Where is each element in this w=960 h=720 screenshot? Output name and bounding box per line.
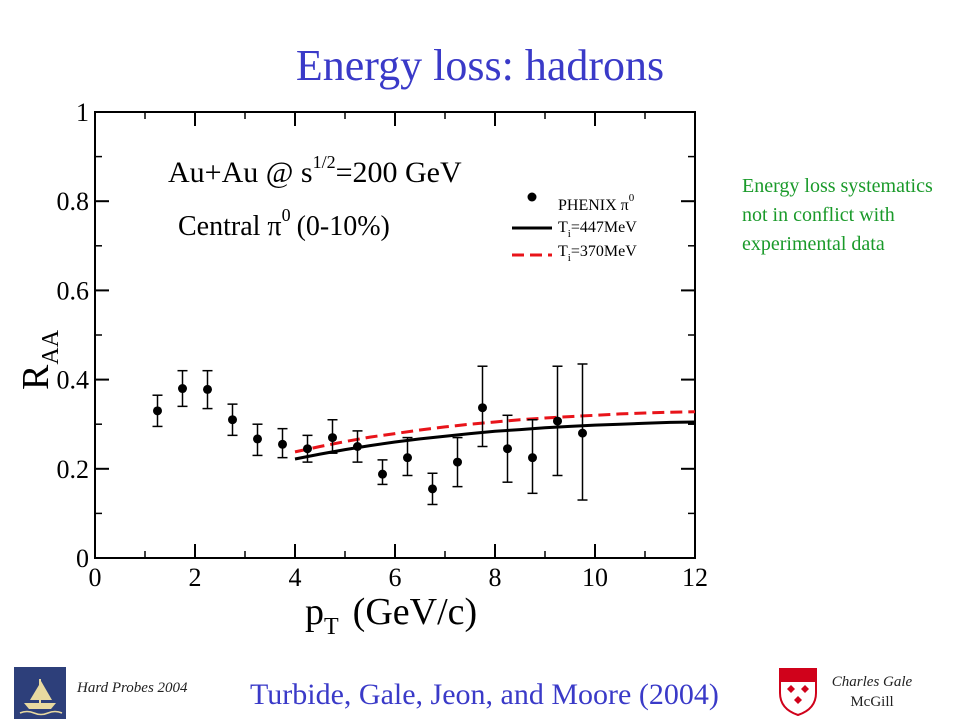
y-tick-label: 0.2 <box>57 455 90 484</box>
y-tick-label: 0.4 <box>57 366 90 395</box>
y-tick-label: 0 <box>76 544 89 573</box>
annotation-system-sup: 1/2 <box>313 152 336 172</box>
data-point <box>528 453 537 463</box>
data-points <box>152 363 588 506</box>
curve-370mev <box>294 410 696 454</box>
x-axis-title-rest: (GeV/c) <box>353 591 477 633</box>
citation: Turbide, Gale, Jeon, and Moore (2004) <box>250 678 719 711</box>
author-institution: McGill <box>850 694 894 710</box>
legend-marker-points <box>527 192 537 202</box>
annotation-system-b: =200 GeV <box>336 156 462 189</box>
x-tick-label: 0 <box>89 563 102 592</box>
rAA-chart: 0 2 4 6 8 10 12 0 0.2 0.4 0.6 0.8 1 Au+Au @ s1/2=200… <box>15 98 709 635</box>
legend-label-dashed-sub: i <box>568 252 571 264</box>
data-point <box>253 434 262 444</box>
legend-label-dashed: Ti=370MeV <box>558 243 637 264</box>
model-curves <box>294 410 696 461</box>
x-axis-title: pT (GeV/c) <box>305 591 477 635</box>
data-point <box>178 384 187 394</box>
data-point <box>478 403 487 413</box>
data-point <box>203 384 212 394</box>
data-point <box>453 457 462 467</box>
ship-logo-icon <box>14 667 66 719</box>
legend-label-phenix-sup: 0 <box>629 192 635 204</box>
annotation-system: Au+Au @ s1/2=200 GeV <box>168 152 462 189</box>
data-point <box>378 469 387 479</box>
annotation-centrality-a: Central π <box>178 211 282 242</box>
legend-label-dashed-main: T <box>558 243 568 260</box>
data-point <box>503 444 512 454</box>
legend-label-phenix: PHENIX π0 <box>558 192 635 214</box>
axis-ticks <box>94 111 696 559</box>
mcgill-shield-icon <box>779 668 817 717</box>
author-block: Charles Gale McGill <box>812 672 932 712</box>
slide-title: Energy loss: hadrons <box>295 41 665 90</box>
legend-label-phenix-main: PHENIX π <box>558 197 629 214</box>
legend: PHENIX π0 Ti=447MeV Ti=370MeV <box>512 192 637 264</box>
annotation-centrality: Central π0 (0-10%) <box>178 205 390 242</box>
x-tick-label: 12 <box>682 563 708 592</box>
data-point <box>578 428 587 438</box>
annotation-centrality-sup: 0 <box>282 205 291 225</box>
data-point <box>278 439 287 449</box>
y-tick-label: 0.8 <box>57 187 90 216</box>
y-axis-title: RAA <box>15 329 64 390</box>
legend-label-solid-rest: =447MeV <box>571 219 637 236</box>
x-axis-title-sub: T <box>324 614 339 635</box>
x-tick-label: 6 <box>389 563 402 592</box>
data-point <box>228 415 237 425</box>
data-point <box>553 416 562 426</box>
legend-label-solid-sub: i <box>568 228 571 240</box>
y-axis-title-sub: AA <box>38 329 64 364</box>
data-point <box>403 453 412 463</box>
x-tick-label: 4 <box>289 563 302 592</box>
author-name: Charles Gale <box>831 674 913 690</box>
legend-label-dashed-rest: =370MeV <box>571 243 637 260</box>
data-point <box>303 444 312 454</box>
side-note: Energy loss systematics not in conflict … <box>742 175 933 255</box>
legend-label-solid-main: T <box>558 219 568 236</box>
legend-label-solid: Ti=447MeV <box>558 219 637 240</box>
annotation-system-a: Au+Au @ s <box>168 156 313 189</box>
conference-label: Hard Probes 2004 <box>77 680 188 696</box>
data-point <box>428 484 437 494</box>
axis-tick-labels: 0 2 4 6 8 10 12 0 0.2 0.4 0.6 0.8 1 <box>57 98 709 592</box>
annotation-centrality-b: (0-10%) <box>297 211 390 242</box>
data-point <box>153 406 162 416</box>
data-point <box>353 442 362 451</box>
y-tick-label: 1 <box>76 98 89 127</box>
data-point <box>328 433 337 443</box>
x-tick-label: 2 <box>189 563 202 592</box>
y-tick-label: 0.6 <box>57 276 90 305</box>
x-tick-label: 8 <box>489 563 502 592</box>
x-axis-title-main: p <box>305 591 324 633</box>
y-axis-title-main: R <box>15 364 57 390</box>
x-tick-label: 10 <box>582 563 608 592</box>
